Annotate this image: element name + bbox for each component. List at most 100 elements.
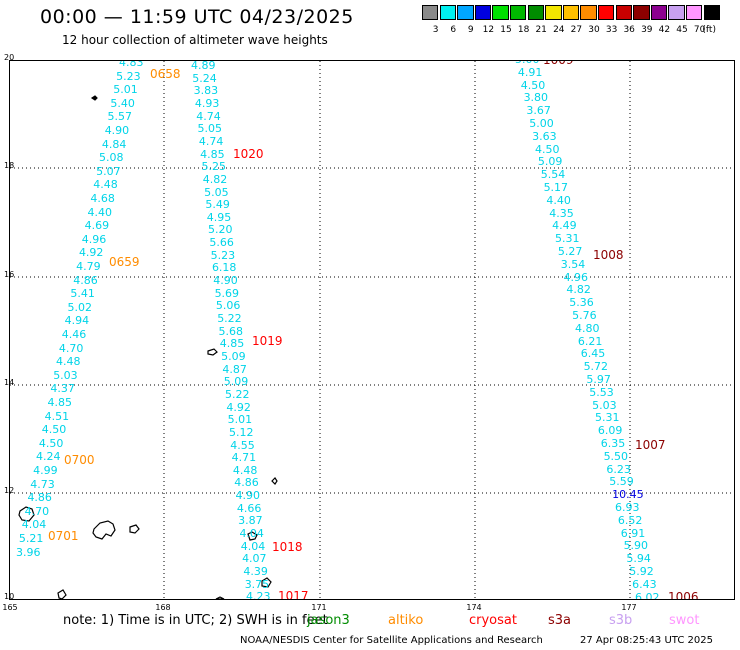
legend-value: 9 [467,25,474,35]
legend-value: 18 [517,25,530,35]
legend-swatch [703,5,720,20]
wave-height-value: 4.92 [78,246,104,260]
legend-swatch [686,5,703,20]
wave-height-value: 4.50 [41,423,67,437]
sat-label-altiko: altiko [388,613,424,628]
wave-height-value: 4.85 [47,396,72,409]
wave-height-value: 4.07 [242,552,267,566]
wave-height-value: 4.80 [575,321,600,335]
wave-height-value: 5.09 [221,349,246,363]
lat-label-10: 10 [4,592,15,601]
wave-height-value: 4.68 [90,192,115,205]
wave-height-value: 4.48 [93,178,118,192]
wave-height-value: 5.54 [540,168,566,182]
wave-height-value: 5.17 [543,181,569,194]
wave-height-value: 5.09 [223,375,249,389]
legend-swatch [562,5,580,20]
legend-swatch [457,5,474,20]
map-panel: 4.83 5.23 5.01 5.40 5.57 4.90 4.84 5.08 5.07 4.48… [9,60,735,600]
wave-height-value: 4.95 [206,210,232,224]
wave-height-value: 5.02 [67,300,93,314]
legend-swatch [422,5,439,20]
pass-time-label: 1008 [593,248,624,262]
lon-label-165: 165 [2,603,18,612]
legend-value: 42 [658,25,671,35]
lat-label-16: 16 [4,270,15,279]
wave-height-value: 6.52 [617,513,643,527]
wave-height-value: 4.70 [24,504,50,518]
wave-height-value: 5.94 [626,552,651,566]
legend-value: 30 [588,25,600,35]
wave-height-value: 5.31 [595,411,620,425]
pass-time-label: 1020 [233,147,264,161]
sat-label-jason3: jason3 [307,613,350,628]
pass-time-label: 0701 [48,529,79,543]
wave-height-value: 5.57 [107,110,133,124]
wave-height-value: 4.40 [87,205,113,219]
wave-height-value: 4.82 [566,283,591,297]
wave-height-value: 5.25 [201,160,226,174]
lat-label-18: 18 [4,161,15,170]
wave-height-value: 5.40 [110,96,135,110]
wave-height-value: 5.00 [515,61,540,66]
pass-time-label: 1019 [252,334,283,348]
legend-swatch [650,5,668,20]
wave-height-value: 4.51 [44,409,70,423]
legend-value: 12 [482,25,495,35]
wave-height-value: 4.55 [230,438,255,452]
lat-label-14: 14 [4,378,15,387]
wave-height-value: 3.54 [560,257,586,271]
wave-height-value: 5.68 [218,324,244,338]
legend-swatch [545,5,562,20]
sat-label-s3a: s3a [548,613,572,628]
wave-height-value: 3.83 [193,84,219,98]
wave-height-value: 5.41 [70,287,95,301]
wave-height-value: 4.85 [200,147,225,161]
wave-height-value: 4.79 [76,260,101,273]
wave-height-value: 4.83 [119,60,144,69]
legend-swatch [615,5,632,20]
wave-height-value: 4.39 [243,565,268,578]
wave-height-value: 4.50 [38,436,64,450]
wave-height-value: 5.31 [555,232,580,246]
sat-label-swot: swot [669,613,700,628]
wave-height-value: 4.90 [213,274,238,288]
wave-height-value: 5.20 [208,223,233,237]
wave-height-value: 5.07 [96,164,121,178]
wave-height-value: 5.03 [592,398,617,412]
wave-height-value: 4.87 [222,362,247,376]
wave-height-value: 4.48 [232,463,258,477]
wave-height-value: 5.23 [116,69,141,83]
wave-height-value: 4.92 [226,400,251,414]
wave-height-value: 4.93 [194,96,220,110]
wave-height-value: 5.53 [589,385,614,399]
lat-label-12: 12 [4,486,15,495]
legend-swatch [439,5,456,20]
wave-height-value: 4.50 [535,142,560,156]
wave-height-value: 4.86 [27,491,52,505]
wave-height-value: 5.24 [192,71,217,85]
wave-height-value: 5.76 [572,309,597,322]
wave-height-value: 5.22 [217,312,242,325]
pass-time-label: 1009 [543,60,574,67]
wave-height-value: 5.49 [205,198,230,212]
legend-swatch [580,5,597,20]
lon-label-171: 171 [311,603,327,612]
wave-height-value: 4.99 [33,464,58,477]
legend-swatch [527,5,544,20]
island-outlines [18,95,278,599]
wave-height-value: 6.02 [635,590,660,600]
wave-height-value: 5.72 [583,360,609,374]
wave-height-value: 5.03 [53,368,78,382]
wave-height-value: 5.90 [623,539,649,553]
wave-height-value: 5.27 [557,245,583,258]
legend-value: 6 [450,25,457,35]
wave-height-value: 5.59 [609,475,634,489]
wave-height-value: 5.50 [603,449,629,463]
wave-height-value: 5.00 [529,117,554,130]
wave-height-value: 4.69 [84,219,110,233]
wave-height-value: 5.21 [18,532,44,545]
wave-height-value: 4.73 [30,477,55,491]
map-graticule [10,61,734,599]
wave-height-value: 5.05 [197,122,223,136]
